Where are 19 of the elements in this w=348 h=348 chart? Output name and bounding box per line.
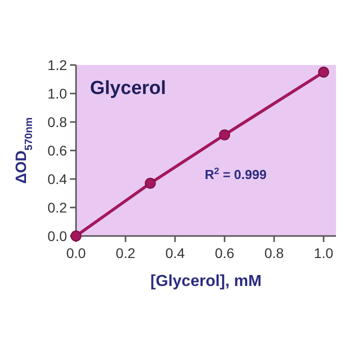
x-tick-label: 0.8 <box>264 245 284 261</box>
y-tick-label: 0.2 <box>48 200 68 216</box>
y-tick-label: 0.0 <box>48 228 68 244</box>
x-tick-label: 0.2 <box>116 245 136 261</box>
text: Glycerol <box>90 78 166 99</box>
x-tick-label: 0.4 <box>165 245 185 261</box>
x-axis-title: [Glycerol], mM <box>150 273 262 290</box>
y-tick-label: 0.6 <box>48 142 68 158</box>
y-tick-label: 1.0 <box>48 86 68 102</box>
annotation: R$^{2}$ = 0.999 <box>204 166 267 182</box>
point <box>318 66 330 78</box>
point <box>219 129 230 140</box>
x-tick-label: 0.6 <box>214 245 235 261</box>
point <box>144 178 156 189</box>
y-tick-label: 0.8 <box>48 114 68 130</box>
y-tick-label: 0.4 <box>48 171 68 187</box>
x-tick-label: 1.0 <box>314 245 334 261</box>
y-tick-label: 1.2 <box>48 57 68 73</box>
x-tick-label: 0.0 <box>66 245 86 261</box>
